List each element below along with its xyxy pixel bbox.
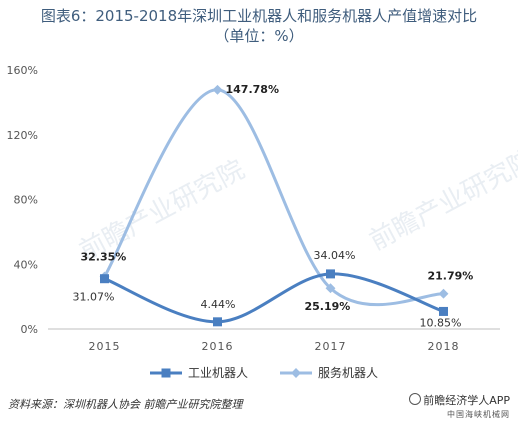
data-point-industrial [100,274,109,284]
chart-title-line1: 图表6：2015-2018年深圳工业机器人和服务机器人产值增速对比 [40,7,478,25]
y-tick-label: 120% [7,129,38,142]
series-line-industrial [103,272,444,324]
data-label-service: 21.79% [428,270,474,283]
data-label-industrial: 10.85% [420,316,462,329]
data-label-service: 25.19% [305,300,351,313]
y-tick-label: 0% [21,323,38,336]
x-tick-label: 2015 [89,340,121,353]
x-tick-label: 2018 [428,340,460,353]
legend-item-service-label: 服务机器人 [318,365,378,380]
data-label-industrial: 4.44% [201,298,236,311]
x-tick-label: 2017 [315,340,347,353]
data-point-industrial [439,306,448,316]
source-note: 资料来源：深圳机器人协会 前瞻产业研究院整理 [8,398,243,411]
data-label-service: 32.35% [81,251,127,264]
data-point-service [438,288,449,299]
y-tick-label: 80% [14,194,38,207]
brand: 前瞻经济学人APP 中国海峡机械网 [409,393,510,421]
legend-item-industrial-marker [161,368,171,378]
chart-title: 图表6：2015-2018年深圳工业机器人和服务机器人产值增速对比 （单位：%） [0,6,518,46]
y-tick-label: 40% [14,258,38,271]
series-line-service [103,88,444,307]
data-label-service: 147.78% [226,83,279,96]
y-tick-label: 160% [7,64,38,77]
brand-logo-icon [409,393,422,405]
data-point-service [325,283,336,294]
data-point-industrial [213,317,222,327]
legend-item-service-marker [291,368,301,378]
data-point-service [212,84,223,95]
brand-sub: 中国海峡机械网 [447,410,510,419]
data-label-industrial: 34.04% [314,249,356,262]
x-tick-label: 2016 [202,340,234,353]
chart-title-line2: （单位：%） [214,27,304,45]
brand-name: 前瞻经济学人APP [423,394,510,407]
data-point-industrial [326,269,335,279]
data-label-industrial: 31.07% [73,291,115,304]
legend-item-industrial-label: 工业机器人 [188,366,248,380]
